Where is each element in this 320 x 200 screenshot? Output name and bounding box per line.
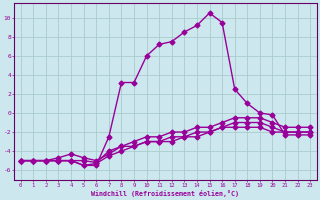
X-axis label: Windchill (Refroidissement éolien,°C): Windchill (Refroidissement éolien,°C) (92, 190, 239, 197)
